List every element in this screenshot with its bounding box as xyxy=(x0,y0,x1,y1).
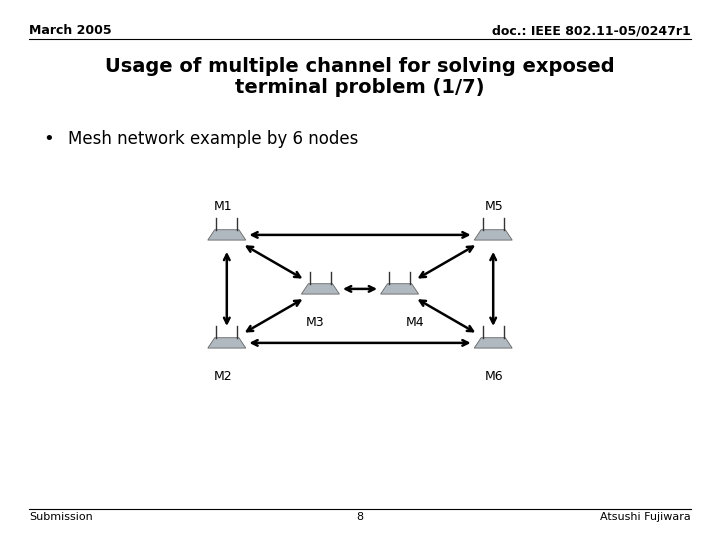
Polygon shape xyxy=(208,230,246,240)
FancyArrowPatch shape xyxy=(247,247,300,277)
Polygon shape xyxy=(474,230,512,240)
Polygon shape xyxy=(302,284,339,294)
Text: M6: M6 xyxy=(485,370,503,383)
FancyArrowPatch shape xyxy=(252,232,468,238)
FancyArrowPatch shape xyxy=(346,286,374,292)
FancyArrowPatch shape xyxy=(252,340,468,346)
Polygon shape xyxy=(474,338,512,348)
Text: March 2005: March 2005 xyxy=(29,24,112,37)
FancyArrowPatch shape xyxy=(224,254,230,323)
FancyArrowPatch shape xyxy=(420,301,473,331)
FancyArrowPatch shape xyxy=(247,301,300,331)
Text: •: • xyxy=(43,130,54,147)
Text: Submission: Submission xyxy=(29,512,93,522)
Polygon shape xyxy=(381,284,418,294)
Text: terminal problem (1/7): terminal problem (1/7) xyxy=(235,78,485,97)
FancyArrowPatch shape xyxy=(490,254,496,323)
Text: Usage of multiple channel for solving exposed: Usage of multiple channel for solving ex… xyxy=(105,57,615,76)
Text: M3: M3 xyxy=(306,316,325,329)
Text: Mesh network example by 6 nodes: Mesh network example by 6 nodes xyxy=(68,130,359,147)
FancyArrowPatch shape xyxy=(420,247,473,277)
Text: doc.: IEEE 802.11-05/0247r1: doc.: IEEE 802.11-05/0247r1 xyxy=(492,24,691,37)
Text: M4: M4 xyxy=(405,316,424,329)
Text: Atsushi Fujiwara: Atsushi Fujiwara xyxy=(600,512,691,522)
Text: M1: M1 xyxy=(214,200,233,213)
Polygon shape xyxy=(208,338,246,348)
Text: M5: M5 xyxy=(485,200,503,213)
Text: M2: M2 xyxy=(214,370,233,383)
Text: 8: 8 xyxy=(356,512,364,522)
